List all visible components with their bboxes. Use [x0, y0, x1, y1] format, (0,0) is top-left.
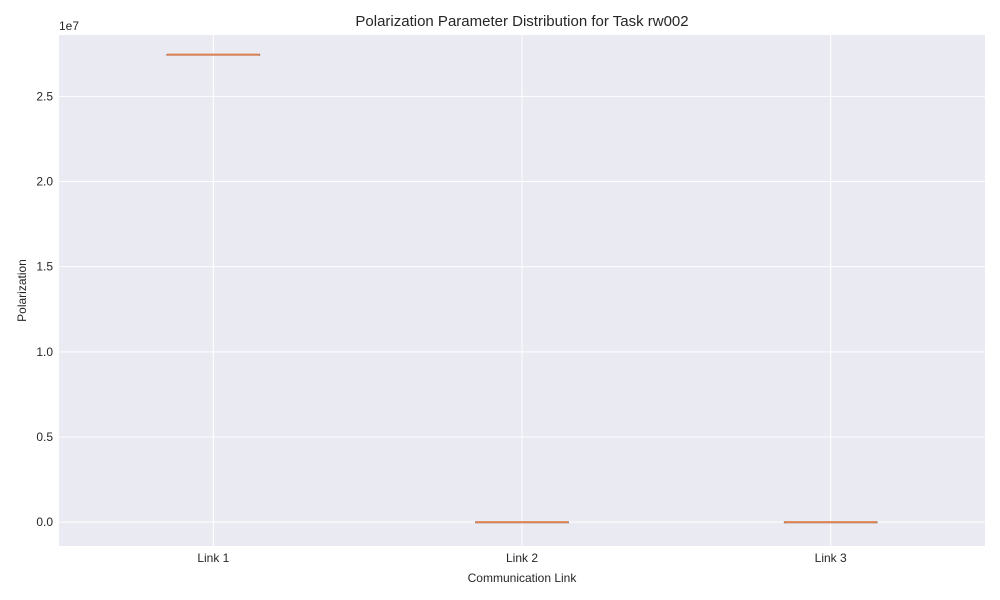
x-tick-label: Link 3 [815, 551, 847, 565]
box-1 [166, 53, 261, 56]
box-marks [166, 53, 878, 524]
grid-lines [59, 35, 985, 546]
y-tick-label: 0.5 [36, 430, 53, 444]
y-tick-label: 0.0 [36, 515, 53, 529]
tick-labels: 0.0 0.5 1.0 1.5 2.0 2.5 Link 1 Link 2 Link 3 [36, 89, 847, 565]
x-axis-label: Communication Link [468, 571, 578, 585]
y-axis-label: Polarization [15, 259, 29, 322]
y-axis-offset-text: 1e7 [59, 19, 79, 33]
y-tick-label: 2.0 [36, 174, 53, 188]
box-2 [475, 521, 569, 524]
box-3 [783, 521, 878, 524]
x-tick-label: Link 1 [197, 551, 229, 565]
y-tick-label: 1.5 [36, 260, 53, 274]
y-tick-label: 2.5 [36, 89, 53, 103]
x-tick-label: Link 2 [506, 551, 538, 565]
chart-title: Polarization Parameter Distribution for … [355, 13, 688, 30]
y-tick-label: 1.0 [36, 345, 53, 359]
